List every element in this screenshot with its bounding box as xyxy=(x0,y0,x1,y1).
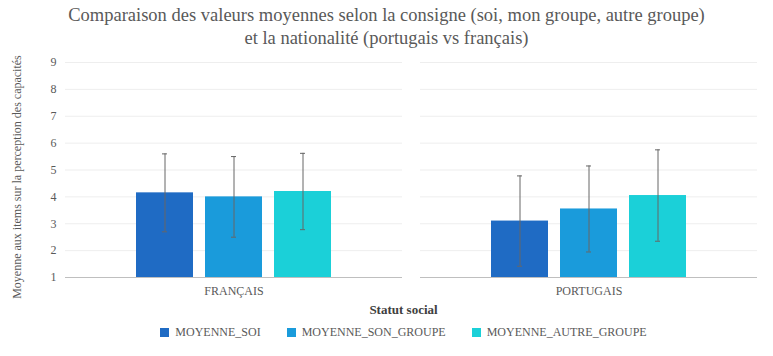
html-text:Statut social: Statut social xyxy=(369,302,438,317)
html-text:MOYENNE_SON_GROUPE: MOYENNE_SON_GROUPE xyxy=(301,324,446,339)
svg-text:7: 7 xyxy=(51,109,57,123)
svg-text:6: 6 xyxy=(51,136,57,150)
html-text:MOYENNE_SOI: MOYENNE_SOI xyxy=(175,324,261,339)
svg-text:FRANÇAIS: FRANÇAIS xyxy=(204,284,263,298)
svg-text:2: 2 xyxy=(51,243,57,257)
svg-text:9: 9 xyxy=(51,55,57,69)
svg-text:PORTUGAIS: PORTUGAIS xyxy=(556,284,623,298)
html-text:MOYENNE_AUTRE_GROUPE: MOYENNE_AUTRE_GROUPE xyxy=(486,324,647,339)
svg-text:4: 4 xyxy=(51,190,57,204)
svg-text:1: 1 xyxy=(51,270,57,284)
html-text:Moyenne aux items sur la perce: Moyenne aux items sur la perception des … xyxy=(10,55,24,299)
html-text:Comparaison des valeurs moyenn: Comparaison des valeurs moyennes selon l… xyxy=(68,5,705,48)
svg-text:5: 5 xyxy=(51,163,57,177)
svg-text:8: 8 xyxy=(51,82,57,96)
svg-text:3: 3 xyxy=(51,217,57,231)
